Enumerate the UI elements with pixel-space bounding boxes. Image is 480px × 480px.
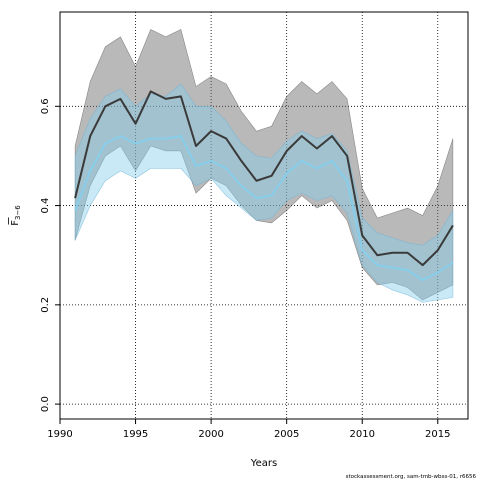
- plot-frame: [59, 11, 469, 420]
- y-axis-title-text: F3−6: [10, 205, 22, 226]
- x-tick-label: 2005: [274, 429, 299, 440]
- footer-credit: stockassessment.org, sam-tmb-wbss-01, r6…: [346, 474, 477, 480]
- series-line-estimate_light: [74, 135, 454, 282]
- x-tick-label: 2015: [425, 429, 450, 440]
- series-lines: [74, 90, 454, 282]
- y-tick-label: 0.4: [40, 198, 51, 214]
- y-axis-title-main: F: [10, 220, 21, 226]
- x-axis-ticks: 1990 1995 2000 2005 2010 2015: [47, 419, 451, 440]
- x-tick-label: 2010: [349, 429, 374, 440]
- y-tick-label: 0.6: [40, 98, 51, 114]
- series-line-estimate_dark: [74, 90, 454, 267]
- y-tick-label: 0.2: [40, 297, 51, 313]
- y-tick-label: 0.0: [40, 396, 51, 412]
- x-tick-label: 2000: [198, 429, 223, 440]
- y-axis-title-subscript: 3−6: [14, 205, 22, 220]
- y-axis-ticks: 0.0 0.2 0.4 0.6: [40, 98, 60, 412]
- x-tick-label: 1990: [47, 429, 72, 440]
- x-axis-title: Years: [250, 458, 277, 469]
- grid-lines: [60, 12, 468, 419]
- y-axis-title: F3−6: [8, 205, 22, 226]
- confidence-bands: [74, 28, 454, 303]
- x-tick-label: 1995: [123, 429, 148, 440]
